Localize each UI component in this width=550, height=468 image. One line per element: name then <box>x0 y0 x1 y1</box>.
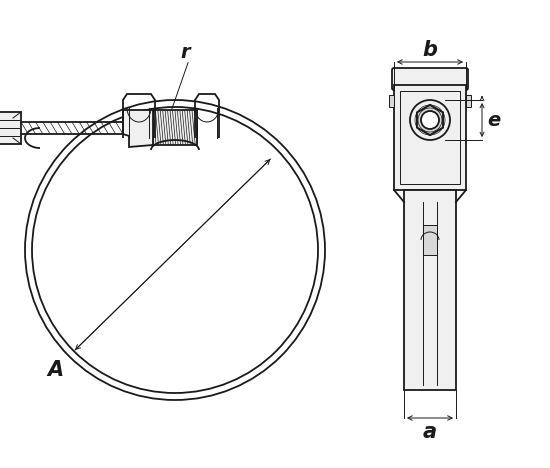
Text: A: A <box>47 360 63 380</box>
Text: b: b <box>422 40 437 60</box>
Bar <box>400 91 460 184</box>
Bar <box>404 190 456 390</box>
Bar <box>0 112 21 144</box>
Polygon shape <box>389 95 394 107</box>
Polygon shape <box>466 95 471 107</box>
Polygon shape <box>123 110 153 147</box>
Polygon shape <box>417 105 443 135</box>
Text: e: e <box>487 110 500 130</box>
Circle shape <box>410 100 450 140</box>
Bar <box>423 225 437 255</box>
FancyBboxPatch shape <box>392 68 468 90</box>
Bar <box>153 110 197 145</box>
Circle shape <box>421 111 439 129</box>
Text: r: r <box>180 43 190 61</box>
Circle shape <box>32 107 318 393</box>
Text: a: a <box>423 422 437 442</box>
Bar <box>394 85 466 190</box>
Polygon shape <box>417 105 443 135</box>
